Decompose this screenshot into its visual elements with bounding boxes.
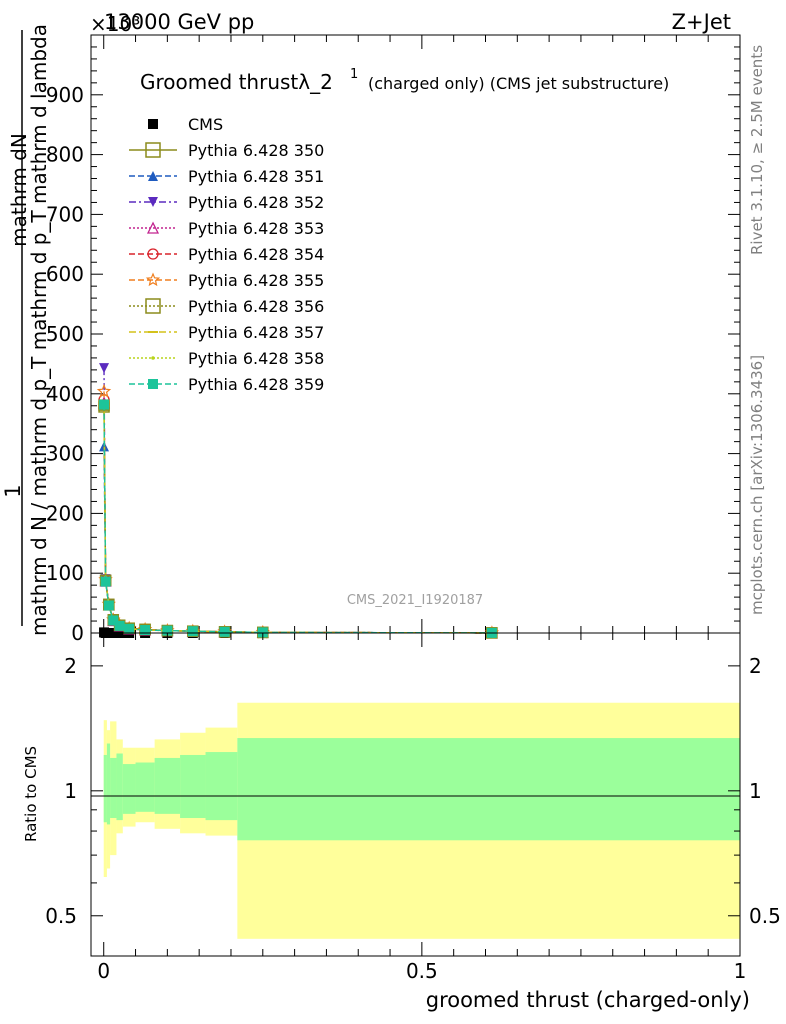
legend-entry: Pythia 6.428 357: [129, 323, 324, 342]
data-point: [151, 356, 155, 360]
legend-entry: Pythia 6.428 358: [129, 349, 324, 368]
legend-entry: Pythia 6.428 350: [129, 141, 324, 160]
y-tick-label: 400: [46, 382, 84, 406]
y-tick-label: 100: [46, 561, 84, 585]
legend-label: Pythia 6.428 358: [188, 349, 324, 368]
ratio-inner-band: [237, 738, 740, 841]
ratio-inner-band: [135, 762, 155, 812]
ratio-y-tick-label: 2: [749, 654, 762, 678]
energy-label: 13000 GeV pp: [104, 10, 254, 34]
y-axis-label-den: mathrm d N / mathrm d p_T mathrm d p_T m…: [27, 24, 51, 636]
ratio-plot-frame: [90, 632, 741, 957]
legend-entry: Pythia 6.428 352: [129, 193, 324, 212]
series-2: [99, 441, 497, 638]
series-line: [103, 404, 492, 634]
legend-label: Pythia 6.428 359: [188, 375, 324, 394]
legend-entry: CMS: [148, 115, 223, 134]
legend-label: Pythia 6.428 350: [188, 141, 324, 160]
legend-label: Pythia 6.428 352: [188, 193, 324, 212]
ratio-y-label: Ratio to CMS: [22, 746, 40, 842]
data-point: [114, 620, 125, 631]
y-axis-label-top: mathrm dN: [7, 133, 31, 247]
data-point: [145, 142, 161, 158]
title-tail: (charged only) (CMS jet substructure): [368, 74, 669, 93]
ratio-axes: 0.5 0.5 1 1 2 2: [45, 633, 781, 956]
data-point: [99, 363, 110, 374]
y-axis-label: mathrm dN 1 mathrm d N / mathrm d p_T ma…: [1, 24, 51, 636]
y-axis-label-num: 1: [1, 484, 25, 497]
legend-entry: Pythia 6.428 354: [129, 245, 324, 264]
x-tick-label: 0.5: [406, 959, 438, 983]
legend-entry: Pythia 6.428 355: [129, 271, 324, 290]
data-point: [96, 383, 112, 398]
title-sup: 1: [350, 67, 358, 82]
ratio-inner-band: [103, 754, 107, 823]
legend-label: Pythia 6.428 353: [188, 219, 324, 238]
ratio-inner-band: [122, 764, 136, 814]
x-axis-label: groomed thrust (charged-only): [426, 988, 750, 1012]
mcplots-label: mcplots.cern.ch [arXiv:1306.3436]: [748, 355, 766, 615]
data-point: [146, 221, 160, 234]
ratio-y-tick-label: 2: [64, 654, 77, 678]
y-tick-label: 800: [46, 143, 84, 167]
data-point: [257, 627, 268, 638]
data-point: [140, 625, 151, 636]
data-point: [187, 626, 198, 637]
legend-label: Pythia 6.428 356: [188, 297, 324, 316]
legend-label: Pythia 6.428 355: [188, 271, 324, 290]
legend-label: Pythia 6.428 357: [188, 323, 324, 342]
legend-entry: Pythia 6.428 353: [129, 219, 324, 238]
y-tick-label: 600: [46, 262, 84, 286]
plot-title: Groomed thrustλ_2 1 (charged only) (CMS …: [140, 67, 669, 94]
exponent-label: ×10³: [90, 12, 140, 36]
data-point: [100, 576, 111, 587]
y-tick-label: 300: [46, 442, 84, 466]
title-main: Groomed thrustλ_2: [140, 70, 333, 94]
data-point: [108, 615, 119, 626]
legend-label: CMS: [188, 115, 223, 134]
analysis-watermark: CMS_2021_I1920187: [347, 593, 483, 608]
ratio-y-tick-label: 0.5: [749, 904, 781, 928]
data-point: [219, 626, 230, 637]
ratio-bands: [103, 702, 740, 939]
legend-entry: Pythia 6.428 359: [129, 375, 324, 394]
ratio-inner-band: [180, 754, 206, 819]
ratio-y-tick-label: 1: [64, 779, 77, 803]
legend: CMS Pythia 6.428 350 Pythia 6.428 351 Pythi…: [129, 115, 324, 394]
data-point: [147, 248, 159, 260]
rivet-label: Rivet 3.1.10, ≥ 2.5M events: [748, 45, 766, 255]
data-point: [145, 272, 161, 287]
y-tick-label: 200: [46, 501, 84, 525]
data-point: [124, 623, 135, 634]
ratio-inner-band: [110, 757, 117, 819]
y-tick-label: 500: [46, 322, 84, 346]
data-point: [148, 379, 158, 389]
data-point: [148, 119, 158, 129]
ratio-inner-band: [154, 757, 181, 814]
ratio-inner-band: [116, 753, 123, 821]
data-point: [145, 298, 161, 314]
ratio-inner-band: [205, 752, 238, 821]
y-tick-label: 0: [71, 621, 84, 645]
x-tick-label: 0: [97, 959, 110, 983]
x-tick-label: 1: [734, 959, 747, 983]
ratio-y-tick-label: 1: [749, 779, 762, 803]
ratio-inner-band: [106, 743, 111, 825]
legend-label: Pythia 6.428 351: [188, 167, 324, 186]
process-label: Z+Jet: [672, 10, 731, 34]
data-point: [103, 600, 114, 611]
main-axes: 0 100 200 300 400 500 600 700 800 900: [46, 34, 741, 645]
y-tick-label: 700: [46, 202, 84, 226]
y-tick-label: 900: [46, 83, 84, 107]
legend-entry: Pythia 6.428 356: [129, 297, 324, 316]
data-point: [148, 171, 158, 181]
ratio-y-tick-label: 0.5: [45, 904, 77, 928]
legend-label: Pythia 6.428 354: [188, 245, 324, 264]
data-point: [99, 399, 110, 410]
x-tick-labels: 0 0.5 1: [97, 959, 746, 983]
data-point: [162, 625, 173, 636]
data-point: [148, 197, 158, 207]
legend-entry: Pythia 6.428 351: [129, 167, 324, 186]
